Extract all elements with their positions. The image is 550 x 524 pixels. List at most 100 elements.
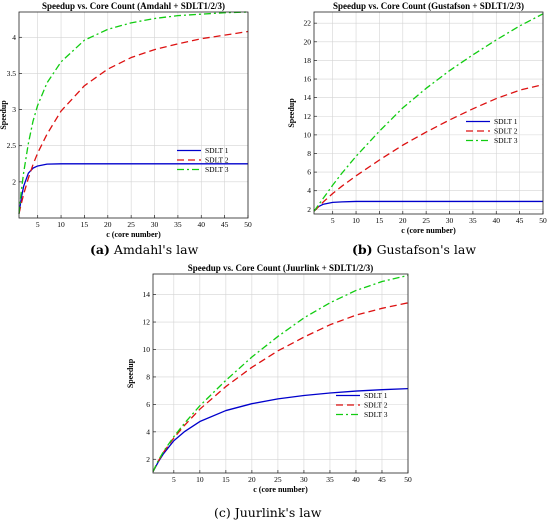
series-line-sdlt-2 [152, 302, 409, 472]
axes-box [313, 11, 544, 215]
legend-label: SDLT 1 [205, 146, 229, 155]
y-tick-label: 2.5 [7, 141, 17, 150]
x-tick-label: 5 [36, 220, 40, 229]
legend-label: SDLT 3 [494, 136, 518, 145]
y-tick-label: 2 [12, 177, 16, 186]
legend-label: SDLT 3 [205, 165, 229, 174]
legend-label: SDLT 2 [364, 401, 388, 410]
series-line-sdlt-1 [313, 200, 543, 212]
x-tick-label: 15 [222, 475, 230, 484]
y-tick-label: 3.5 [7, 69, 17, 78]
x-tick-label: 45 [221, 220, 229, 229]
y-tick-label: 4 [307, 186, 311, 195]
y-tick-label: 20 [304, 37, 312, 46]
y-tick-label: 10 [143, 345, 151, 354]
x-tick-label: 20 [248, 475, 256, 484]
x-tick-label: 35 [326, 475, 334, 484]
series-line-sdlt-1 [152, 387, 409, 472]
x-tick-label: 25 [274, 475, 282, 484]
x-tick-label: 35 [469, 216, 477, 225]
caption-text: (c) Juurlink's law [214, 505, 322, 520]
legend-label: SDLT 2 [205, 156, 229, 165]
y-tick-label: 14 [143, 290, 151, 299]
plot-area [153, 274, 408, 473]
chart-gustafson: 5 10 15 20 25 30 35 40 45 50 2 4 6 8 10 12 14 16 18 20 22 Spe… [287, 1, 547, 235]
legend-label: SDLT 1 [364, 391, 388, 400]
series-line-sdlt-3 [18, 11, 249, 214]
chart-title: Speedup vs. Core Count (Gustafson + SDLT… [333, 1, 524, 11]
x-tick-label: 10 [57, 220, 65, 229]
y-axis-label: Speedup [0, 100, 8, 130]
x-tick-label: 45 [516, 216, 524, 225]
caption-tag: (a) [90, 242, 110, 257]
chart-juurlink: 5 10 15 20 25 30 35 40 45 50 2 4 6 8 10 12 14 Speedup vs.… [126, 263, 412, 494]
chart-amdahl: 5 10 15 20 25 30 35 40 45 50 2 2.5 3 3.5 4 Speedup vs. … [0, 1, 252, 239]
plot-area [19, 12, 248, 218]
y-tick-label: 6 [146, 400, 150, 409]
x-tick-label: 30 [151, 220, 159, 229]
y-axis-label: Speedup [287, 98, 296, 128]
y-tick-label: 14 [304, 93, 312, 102]
x-tick-label: 10 [352, 216, 360, 225]
x-tick-label: 5 [331, 216, 335, 225]
y-tick-label: 8 [146, 372, 150, 381]
x-tick-label: 30 [300, 475, 308, 484]
y-axis-label: Speedup [126, 358, 135, 388]
y-tick-label: 12 [143, 318, 151, 327]
x-tick-label: 5 [172, 475, 176, 484]
x-tick-label: 20 [104, 220, 112, 229]
series-line-sdlt-3 [313, 13, 544, 212]
plot-area [314, 12, 543, 214]
x-tick-label: 25 [127, 220, 135, 229]
x-tick-label: 40 [493, 216, 501, 225]
y-tick-label: 4 [12, 33, 16, 42]
x-tick-label: 25 [422, 216, 430, 225]
legend-label: SDLT 1 [494, 117, 518, 126]
x-tick-label: 15 [376, 216, 384, 225]
x-tick-label: 50 [244, 220, 252, 229]
x-tick-label: 45 [378, 475, 386, 484]
x-tick-label: 15 [81, 220, 89, 229]
y-tick-label: 18 [304, 56, 312, 65]
series-line-sdlt-3 [152, 274, 409, 472]
caption-amdahl: (a) Amdahl's law [90, 242, 198, 257]
y-tick-label: 12 [304, 112, 312, 121]
caption-text: Amdahl's law [113, 242, 199, 257]
x-tick-label: 35 [174, 220, 182, 229]
x-tick-label: 50 [539, 216, 547, 225]
series-line-sdlt-2 [313, 83, 544, 212]
x-axis-label: c (core number) [253, 485, 308, 494]
chart-title: Speedup vs. Core Count (Amdahl + SDLT1/2… [42, 1, 225, 11]
series-line-sdlt-1 [18, 163, 248, 214]
x-tick-label: 20 [399, 216, 407, 225]
axes-box [18, 11, 249, 219]
x-axis-label: c (core number) [106, 230, 161, 239]
caption-tag: (b) [352, 242, 373, 257]
axes-box [152, 273, 409, 474]
y-tick-label: 3 [12, 105, 16, 114]
caption-text: Gustafson's law [376, 242, 477, 257]
y-tick-label: 2 [307, 205, 311, 214]
y-tick-label: 8 [307, 149, 311, 158]
x-tick-label: 40 [198, 220, 206, 229]
x-tick-label: 30 [446, 216, 454, 225]
x-tick-label: 40 [352, 475, 360, 484]
chart-panel-amdahl: 5 10 15 20 25 30 35 40 45 50 2 2.5 3 3.5 4 Speedup vs. … [0, 0, 265, 240]
y-tick-label: 2 [146, 455, 150, 464]
chart-title: Speedup vs. Core Count (Juurlink + SDLT1… [188, 263, 373, 273]
caption-gustafson: (b) Gustafson's law [352, 242, 476, 257]
y-tick-label: 16 [304, 75, 312, 84]
y-tick-label: 22 [304, 19, 312, 28]
legend-label: SDLT 3 [364, 410, 388, 419]
x-tick-label: 10 [196, 475, 204, 484]
x-tick-label: 50 [404, 475, 412, 484]
caption-juurlink: (c) Juurlink's law [214, 505, 321, 520]
y-tick-label: 4 [146, 427, 150, 436]
y-tick-label: 6 [307, 168, 311, 177]
chart-panel-gustafson: 5 10 15 20 25 30 35 40 45 50 2 4 6 8 10 12 14 16 18 20 22 Spe… [280, 0, 550, 240]
x-axis-label: c (core number) [401, 226, 456, 235]
y-tick-label: 10 [304, 130, 312, 139]
